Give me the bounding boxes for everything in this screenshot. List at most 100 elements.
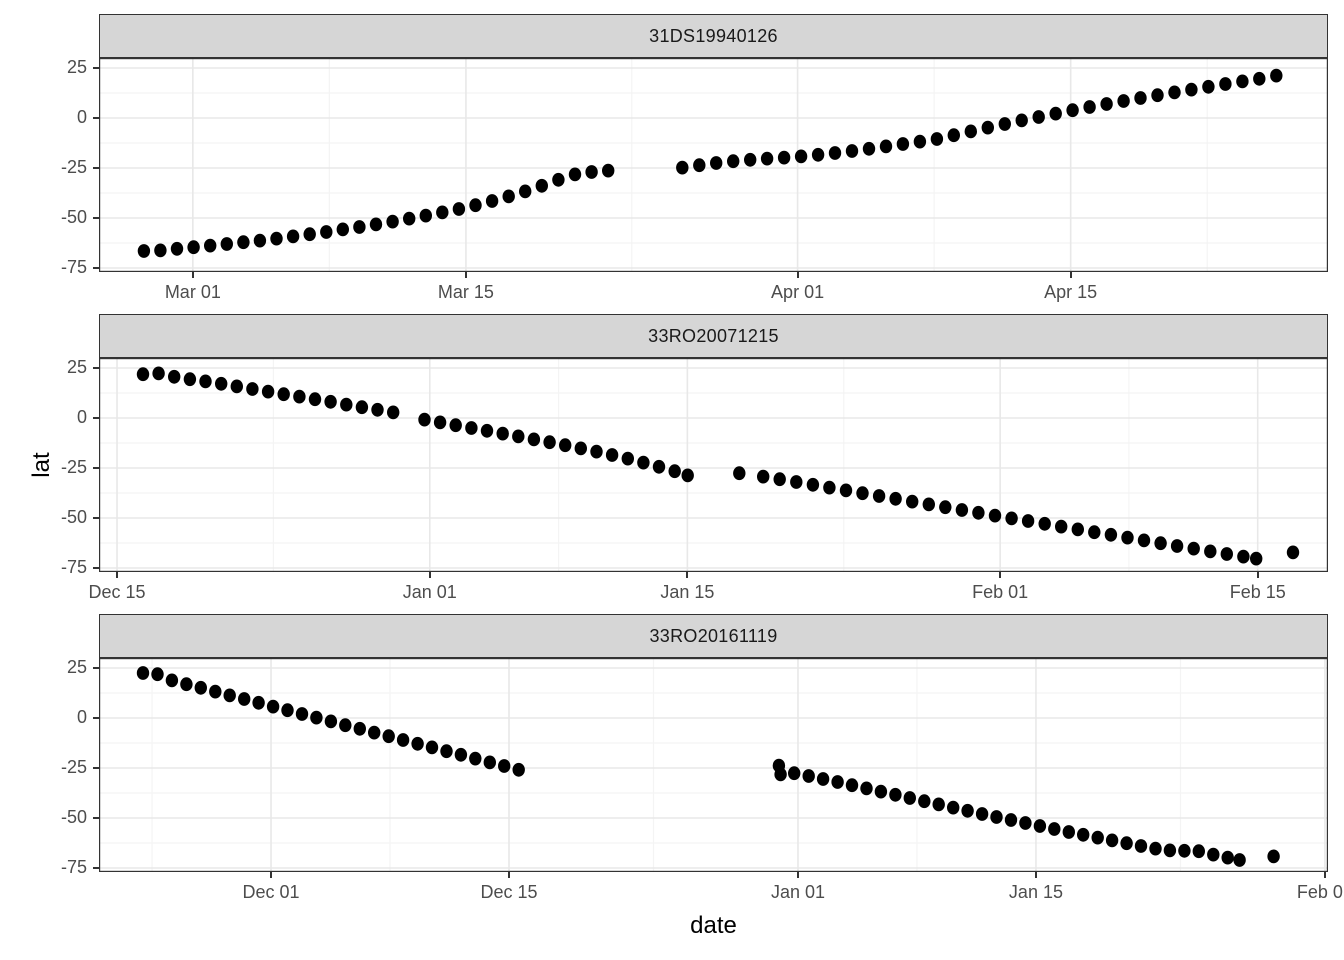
data-point xyxy=(1134,91,1147,105)
data-point xyxy=(339,718,352,733)
data-point xyxy=(1178,843,1191,858)
y-tick-label: 25 xyxy=(66,357,87,377)
data-point xyxy=(1168,85,1181,100)
data-point xyxy=(1071,522,1084,537)
data-point xyxy=(1121,530,1134,545)
panel-plot-area xyxy=(99,658,1328,872)
data-point xyxy=(336,222,349,237)
data-point xyxy=(310,710,323,725)
data-point xyxy=(1163,843,1177,858)
data-point xyxy=(760,151,774,166)
data-point xyxy=(874,784,888,799)
data-point xyxy=(831,775,844,789)
data-point xyxy=(324,394,337,409)
facet-strip-label: 33RO20071215 xyxy=(648,325,779,346)
data-point xyxy=(652,459,666,474)
x-tick-label: Apr 01 xyxy=(771,282,825,302)
y-tick-label: 25 xyxy=(66,57,87,77)
y-tick-mark xyxy=(93,217,99,219)
data-point xyxy=(896,137,910,151)
data-point xyxy=(419,208,432,223)
data-point xyxy=(480,423,494,438)
data-point xyxy=(733,466,746,481)
y-tick-mark xyxy=(93,817,99,819)
data-point xyxy=(308,392,322,407)
facet-strip-label: 31DS19940126 xyxy=(649,25,778,46)
data-point xyxy=(605,448,619,462)
data-point xyxy=(261,384,275,399)
data-point xyxy=(253,233,267,248)
data-point xyxy=(512,429,525,444)
y-tick-mark xyxy=(93,767,99,769)
data-point xyxy=(872,489,886,503)
data-point xyxy=(828,146,842,160)
data-point xyxy=(230,379,243,394)
y-tick-label: -75 xyxy=(60,857,87,877)
data-point xyxy=(1236,74,1249,89)
y-tick-mark xyxy=(93,517,99,519)
major-gridlines-group xyxy=(99,58,1328,272)
y-tick-label: -75 xyxy=(60,257,87,277)
data-point xyxy=(502,189,515,204)
y-tick-mark xyxy=(93,117,99,119)
data-point xyxy=(1207,847,1220,862)
data-point xyxy=(353,721,366,736)
data-point xyxy=(913,134,927,149)
data-point xyxy=(637,455,650,470)
data-point xyxy=(681,468,694,483)
points-group xyxy=(136,666,1280,867)
x-tick-label: Jan 15 xyxy=(1008,882,1063,902)
x-tick-label: Feb 15 xyxy=(1229,582,1286,602)
data-point xyxy=(535,178,548,193)
panel-plot-area xyxy=(99,358,1328,572)
data-point xyxy=(1154,536,1167,551)
y-tick-mark xyxy=(93,367,99,369)
data-point xyxy=(964,124,977,139)
x-tick-label: Dec 15 xyxy=(88,582,146,602)
data-point xyxy=(947,128,960,143)
data-point xyxy=(552,172,565,187)
data-point xyxy=(1237,549,1250,564)
data-point xyxy=(990,810,1003,824)
y-tick-label: 0 xyxy=(76,407,87,427)
data-point xyxy=(369,217,383,232)
minor-gridlines-group xyxy=(99,658,1328,872)
data-point xyxy=(137,244,151,258)
y-tick-label: -25 xyxy=(60,757,87,777)
major-gridlines-group xyxy=(99,358,1328,572)
data-point xyxy=(281,703,294,718)
data-point xyxy=(469,198,482,213)
panel-plot-area xyxy=(99,58,1328,272)
data-point xyxy=(498,759,511,773)
data-point xyxy=(889,787,902,802)
data-point xyxy=(469,751,482,766)
data-point xyxy=(1038,516,1051,531)
data-point xyxy=(1220,547,1234,561)
x-tick-mark xyxy=(270,872,273,878)
data-point xyxy=(816,772,830,786)
x-tick-label: Mar 15 xyxy=(437,282,494,302)
data-point xyxy=(1083,100,1096,114)
points-group xyxy=(136,366,1300,566)
data-point xyxy=(710,156,723,170)
x-tick-mark xyxy=(508,872,510,878)
data-point xyxy=(806,477,820,492)
data-point xyxy=(465,421,478,435)
data-point xyxy=(1100,97,1113,111)
data-point xyxy=(295,707,309,721)
x-tick-mark xyxy=(428,572,431,578)
data-point xyxy=(1015,113,1028,128)
points-group xyxy=(137,68,1283,258)
data-point xyxy=(1088,525,1101,540)
data-point xyxy=(168,369,181,384)
data-point xyxy=(1250,551,1263,566)
x-tick-label: Feb 01 xyxy=(1296,882,1344,902)
panel-border xyxy=(99,358,1328,572)
data-point xyxy=(1270,68,1283,83)
data-point xyxy=(1055,519,1068,534)
data-point xyxy=(961,803,974,818)
data-point xyxy=(436,205,449,220)
data-point xyxy=(136,666,150,680)
y-tick-mark xyxy=(93,267,99,269)
